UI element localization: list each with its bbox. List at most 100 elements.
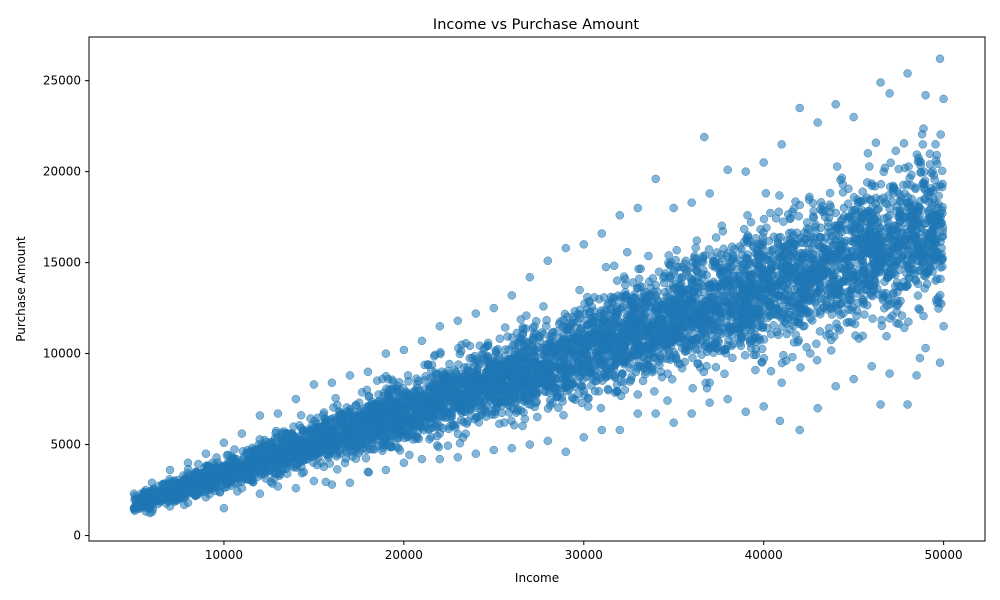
scatter-point <box>860 310 869 319</box>
scatter-point <box>576 381 585 390</box>
scatter-point <box>527 346 536 356</box>
scatter-point <box>761 189 771 198</box>
scatter-point <box>766 208 775 218</box>
scatter-point <box>891 146 901 156</box>
scatter-point <box>904 317 913 327</box>
scatter-point <box>718 227 728 236</box>
scatter-point <box>740 350 750 360</box>
scatter-point <box>913 291 923 300</box>
scatter-point <box>609 261 619 271</box>
scatter-point <box>858 295 867 305</box>
scatter-point <box>823 222 833 232</box>
scatter-point <box>644 251 653 261</box>
scatter-point <box>753 323 762 332</box>
scatter-point <box>858 331 868 341</box>
scatter-point <box>804 195 814 204</box>
scatter-point <box>570 307 580 316</box>
scatter-point <box>633 390 643 399</box>
scatter-point <box>757 344 767 354</box>
scatter-point <box>333 400 342 410</box>
scatter-point <box>802 343 811 352</box>
scatter-point <box>739 224 749 234</box>
scatter-point <box>850 319 860 329</box>
scatter-point <box>518 421 527 431</box>
scatter-point <box>826 346 836 355</box>
scatter-point <box>917 130 927 139</box>
scatter-point <box>662 354 671 364</box>
scatter-point <box>935 290 945 300</box>
scatter-point <box>662 292 671 301</box>
scatter-point <box>728 353 737 363</box>
scatter-point <box>927 168 936 178</box>
scatter-point <box>508 341 518 350</box>
scatter-point <box>644 277 654 286</box>
scatter-point <box>788 352 797 362</box>
scatter-point <box>516 315 526 324</box>
scatter-point <box>839 203 849 213</box>
scatter-point <box>934 191 943 201</box>
scatter-point <box>721 345 731 354</box>
scatter-point <box>915 353 925 363</box>
scatter-point <box>699 367 709 377</box>
scatter-point <box>858 187 867 196</box>
scatter-point <box>616 391 626 401</box>
scatter-point <box>793 337 803 347</box>
scatter-point <box>704 245 714 254</box>
scatter-point <box>575 285 584 295</box>
scatter-point <box>620 385 630 395</box>
scatter-point <box>571 395 580 405</box>
scatter-point <box>711 233 721 242</box>
scatter-point <box>542 315 551 325</box>
scatter-point <box>919 178 928 187</box>
scatter-point <box>877 321 887 331</box>
scatter-point <box>803 295 813 305</box>
scatter-point <box>362 385 372 395</box>
scatter-point <box>741 253 751 262</box>
scatter-point <box>621 280 630 290</box>
scatter-point <box>775 191 784 200</box>
scatter-point <box>874 204 883 213</box>
scatter-point <box>894 319 904 328</box>
scatter-point <box>907 170 916 180</box>
scatter-point <box>333 465 342 474</box>
scatter-point <box>509 420 519 430</box>
scatter-point <box>851 331 860 340</box>
scatter-point <box>539 302 548 311</box>
scatter-point <box>838 215 847 224</box>
scatter-point <box>751 365 760 375</box>
scatter-point <box>495 419 504 429</box>
scatter-point <box>230 445 239 454</box>
scatter-point <box>404 377 413 386</box>
scatter-point <box>894 222 903 231</box>
scatter-point <box>933 159 942 169</box>
scatter-point <box>640 370 650 379</box>
scatter-point <box>804 244 814 253</box>
scatter-point <box>663 396 672 405</box>
scatter-point <box>425 435 434 444</box>
scatter-point <box>780 297 790 307</box>
scatter-point <box>774 330 783 340</box>
scatter-point <box>361 453 371 463</box>
scatter-point <box>743 211 752 220</box>
scatter-point <box>414 434 424 444</box>
scatter-point <box>885 314 895 323</box>
scatter-point <box>721 317 731 326</box>
scatter-point <box>879 167 888 177</box>
scatter-point <box>844 184 853 194</box>
scatter-point <box>618 369 627 379</box>
scatter-point <box>815 327 825 336</box>
scatter-point <box>915 305 924 315</box>
scatter-point <box>711 362 721 372</box>
scatter-point <box>435 422 445 431</box>
scatter-point <box>766 366 776 376</box>
scatter-point <box>596 403 606 413</box>
scatter-point <box>445 359 454 369</box>
scatter-point <box>797 238 806 247</box>
scatter-point <box>850 206 860 215</box>
scatter-point <box>622 247 632 257</box>
scatter-point <box>751 350 761 360</box>
scatter-point <box>868 314 877 323</box>
scatter-point <box>886 158 895 168</box>
scatter-point <box>309 458 318 467</box>
scatter-point <box>737 244 746 254</box>
